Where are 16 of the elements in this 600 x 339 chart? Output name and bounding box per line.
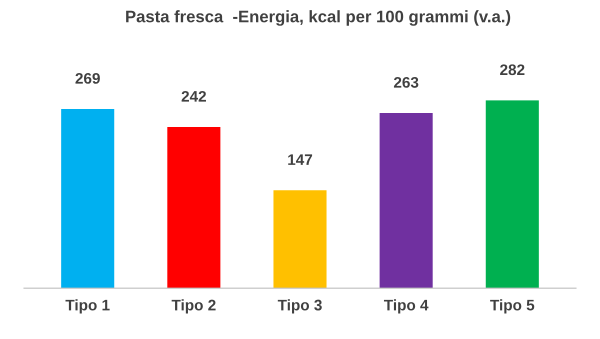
bar [273,190,327,288]
bar [167,127,220,288]
data-label: 282 [500,64,524,76]
x-tick-label: Tipo 5 [490,299,534,314]
x-tick-label: Tipo 1 [66,299,110,314]
data-label: 147 [288,154,312,165]
data-label: 269 [75,72,100,84]
bar [486,100,539,288]
chart-title: Pasta fresca -Energia, kcal per 100 grammi (v.a.) [126,10,510,26]
data-label: 242 [182,90,206,102]
x-tick-label: Tipo 3 [278,299,322,314]
bar [61,109,114,288]
data-label: 263 [394,76,418,88]
x-tick-label: Tipo 4 [384,299,428,314]
x-tick-label: Tipo 2 [172,299,216,314]
bar [380,113,433,288]
